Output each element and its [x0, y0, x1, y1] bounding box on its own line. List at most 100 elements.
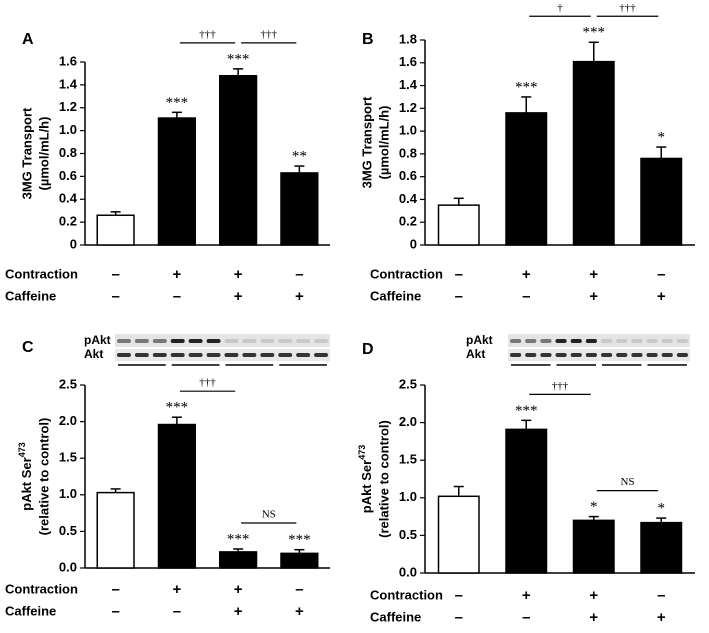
y-axis-label: 3MG Transport: [19, 107, 34, 199]
bracket-label: †††: [619, 2, 636, 14]
blot-band: [224, 339, 239, 343]
blot-band: [601, 339, 613, 343]
y-axis-label: (relative to control): [36, 418, 51, 536]
bar: [640, 157, 683, 246]
y-axis-label: pAkt Ser473: [17, 442, 34, 511]
condition-sign: +: [172, 266, 181, 283]
condition-sign: –: [657, 266, 665, 283]
blot-band: [555, 353, 567, 357]
condition-label: Contraction: [5, 581, 78, 596]
bracket-label: †: [557, 2, 563, 14]
blot-strip: [115, 349, 330, 361]
panel-letter: C: [22, 339, 34, 356]
y-tick-label: 1.4: [399, 77, 418, 92]
blot-band: [278, 353, 293, 357]
blot-band: [510, 339, 522, 343]
blot-band: [242, 339, 257, 343]
condition-sign: –: [111, 266, 119, 283]
blot-band: [296, 353, 311, 357]
condition-sign: +: [522, 266, 531, 283]
blot-band: [152, 339, 167, 343]
condition-sign: –: [657, 587, 665, 604]
bar: [219, 551, 258, 569]
blot-band: [188, 339, 203, 343]
blot-band: [525, 353, 537, 357]
y-tick-label: 0.5: [399, 527, 417, 542]
significance-label: ***: [227, 531, 250, 547]
y-tick-label: 1.0: [59, 486, 77, 501]
y-tick-label: 1.0: [59, 122, 77, 137]
y-tick-label: 1.4: [59, 76, 78, 91]
bracket-label: †††: [261, 28, 278, 40]
blot-band: [260, 339, 275, 343]
y-axis-label: (µmol/mL/h): [376, 106, 391, 180]
y-tick-label: 1.0: [399, 489, 417, 504]
blot-band: [224, 353, 239, 357]
blot-band: [540, 353, 552, 357]
condition-sign: +: [589, 266, 598, 283]
y-tick-label: 1.6: [59, 53, 77, 68]
condition-sign: +: [234, 266, 243, 283]
condition-label: Caffeine: [370, 288, 421, 303]
y-tick-label: 0.6: [59, 168, 77, 183]
significance-label: *: [658, 129, 666, 145]
blot-strip: [508, 349, 690, 361]
blot-label: pAkt: [84, 333, 111, 347]
y-tick-label: 0.6: [399, 168, 417, 183]
blot-band: [585, 339, 597, 343]
significance-label: **: [292, 149, 307, 165]
bar: [157, 117, 196, 246]
bar: [157, 423, 196, 569]
blot-band: [314, 339, 328, 343]
condition-label: Caffeine: [370, 609, 421, 624]
significance-label: ***: [515, 403, 538, 419]
blot-band: [152, 353, 167, 357]
y-tick-label: 0.0: [399, 564, 417, 579]
blot-band: [540, 339, 552, 343]
blot-band: [206, 353, 221, 357]
blot-band: [646, 353, 658, 357]
condition-sign: +: [657, 288, 666, 305]
blot-band: [170, 353, 185, 357]
y-axis-label: pAkt Ser473: [357, 445, 374, 514]
condition-label: Contraction: [370, 266, 443, 281]
panel-letter: B: [362, 31, 374, 48]
blot-band: [631, 353, 643, 357]
blot-band: [314, 353, 328, 357]
y-tick-label: 1.2: [399, 100, 417, 115]
y-tick-label: 0: [410, 236, 417, 251]
blot-band: [555, 339, 567, 343]
bar: [437, 204, 480, 246]
blot-band: [570, 339, 582, 343]
blot-band: [676, 339, 688, 343]
y-tick-label: 0.2: [399, 214, 417, 229]
y-axis-label-sup: 473: [357, 445, 367, 460]
y-tick-label: 0.8: [59, 145, 77, 160]
blot-band: [616, 353, 628, 357]
bar: [96, 214, 135, 246]
significance-label: ***: [288, 532, 311, 548]
condition-sign: +: [234, 581, 243, 598]
y-tick-label: 0: [70, 236, 77, 251]
blot-band: [117, 339, 131, 343]
condition-sign: +: [234, 288, 243, 305]
y-tick-label: 1.0: [399, 123, 417, 138]
y-tick-label: 2.0: [59, 413, 77, 428]
condition-sign: –: [455, 288, 463, 305]
bar: [280, 172, 319, 246]
blot-band: [170, 339, 185, 343]
blot-band: [525, 339, 537, 343]
blot-band: [296, 339, 311, 343]
significance-label: ***: [227, 51, 250, 67]
significance-label: ***: [166, 95, 189, 111]
bracket-label: †††: [552, 380, 569, 392]
significance-label: *: [590, 499, 598, 515]
condition-label: Contraction: [370, 587, 443, 602]
condition-sign: –: [173, 603, 181, 620]
condition-sign: –: [455, 587, 463, 604]
bar: [96, 491, 135, 569]
blot-band: [206, 339, 221, 343]
blot-band: [260, 353, 275, 357]
bar: [572, 519, 615, 574]
